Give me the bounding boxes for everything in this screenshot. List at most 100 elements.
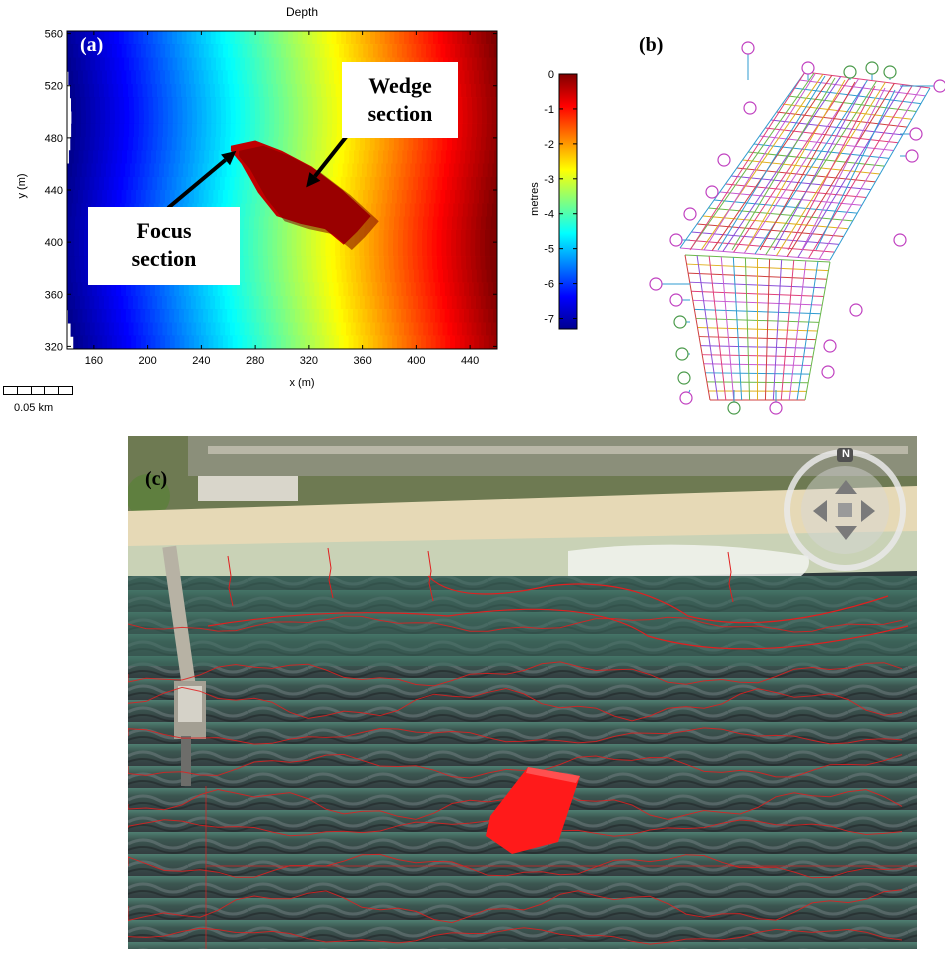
mesh-line: [796, 261, 819, 401]
x-tick-label: 240: [192, 355, 210, 367]
wedge-arrow: [313, 130, 352, 178]
mooring-node: [933, 79, 945, 93]
wedge-callout-line2: section: [367, 101, 433, 126]
mooring-node: [675, 347, 689, 361]
mesh-line: [818, 86, 922, 260]
mesh-line: [708, 256, 727, 401]
mooring-node: [883, 65, 897, 79]
survey-line: [205, 786, 917, 949]
depth-contour: [128, 753, 903, 779]
mesh-line: [765, 80, 877, 256]
pan-down-icon[interactable]: [835, 526, 857, 540]
mooring-node: [717, 153, 731, 167]
x-tick-label: 360: [353, 355, 371, 367]
panel-c-label: (c): [145, 468, 168, 490]
mesh-line: [787, 85, 876, 251]
panel-c: (c) N: [128, 436, 917, 949]
mesh-line: [786, 83, 895, 257]
y-tick-label: 440: [45, 185, 63, 197]
colorbar-tick-label: -2: [544, 139, 554, 151]
pan-up-icon[interactable]: [835, 480, 857, 494]
mesh-line: [703, 73, 816, 251]
focus-callout-line2: section: [131, 246, 197, 271]
mesh-line: [720, 256, 735, 401]
mesh-line: [788, 260, 807, 401]
mesh-line: [801, 87, 886, 251]
mooring-node: [769, 401, 783, 415]
colorbar-tick-label: -6: [544, 279, 554, 291]
colorbar-tick-label: -5: [544, 244, 554, 256]
mooring-node: [865, 61, 879, 75]
mesh-line: [780, 260, 795, 401]
wedge-callout-line1: Wedge: [368, 73, 432, 98]
mooring-node: [823, 339, 837, 353]
y-tick-label: 520: [45, 81, 63, 93]
mesh-line: [696, 255, 719, 401]
x-axis-label: x (m): [289, 377, 315, 389]
colorbar-tick-label: -4: [544, 209, 554, 221]
mooring-node: [893, 233, 907, 247]
focus-callout: Focus section: [88, 207, 240, 285]
colorbar: [558, 73, 578, 330]
mesh-line: [743, 78, 859, 254]
mooring-node: [905, 149, 919, 163]
mooring-node: [705, 185, 719, 199]
mesh-line: [797, 84, 904, 258]
mesh-line: [744, 257, 751, 401]
focus-callout-line1: Focus: [136, 218, 192, 243]
mesh-wireframe: [649, 41, 945, 415]
mooring-node: [843, 65, 857, 79]
wedge-callout: Wedge section: [342, 62, 458, 138]
mesh-line: [684, 254, 711, 401]
panel-b-label: (b): [639, 34, 664, 56]
colorbar-tick-label: 0: [548, 69, 554, 81]
mooring-node: [649, 277, 663, 291]
mesh-line: [690, 72, 815, 250]
mesh-line: [759, 81, 856, 251]
depth-heatmap: 160 200 240 280 320 360 400 440 320 360 400 440 480 5…: [45, 29, 578, 367]
mooring-node: [673, 315, 687, 329]
depth-contour: [128, 686, 903, 722]
mooring-node: [743, 101, 757, 115]
colorbar-tick-label: -1: [544, 104, 554, 116]
depth-contour: [128, 661, 903, 687]
aerial-photo: [128, 436, 917, 949]
x-tick-label: 320: [300, 355, 318, 367]
mesh-line: [773, 83, 866, 251]
y-tick-label: 560: [45, 29, 63, 41]
mesh-line: [745, 79, 846, 251]
mesh-line: [829, 87, 931, 261]
mooring-node: [683, 207, 697, 221]
mesh-line: [679, 71, 806, 249]
navigation-compass[interactable]: N: [783, 446, 911, 574]
mooring-node: [669, 293, 683, 307]
y-tick-label: 480: [45, 133, 63, 145]
x-tick-label: 400: [407, 355, 425, 367]
depth-contour: [727, 551, 734, 603]
pan-left-icon[interactable]: [813, 500, 827, 522]
mooring-node: [669, 233, 683, 247]
panel-a-label: (a): [80, 34, 104, 56]
mooring-node: [849, 303, 863, 317]
scalebar: [3, 386, 73, 395]
colorbar-label: metres: [529, 182, 541, 216]
pan-center-icon[interactable]: [838, 503, 852, 517]
mesh-line: [732, 257, 743, 401]
pan-right-icon[interactable]: [861, 500, 875, 522]
mesh-line: [731, 77, 836, 251]
chart-title: Depth: [285, 5, 319, 19]
y-tick-label: 320: [45, 341, 63, 353]
wedge-arrow-head: [306, 172, 321, 188]
compass-north-label: N: [842, 448, 850, 460]
mesh-line: [804, 261, 831, 401]
mooring-node: [727, 401, 741, 415]
scalebar-label: 0.05 km: [14, 402, 54, 414]
y-axis-label: y (m): [16, 173, 28, 199]
focus-arrow: [166, 158, 227, 210]
mooring-node: [741, 41, 755, 55]
depth-contour: [427, 550, 434, 602]
x-tick-label: 160: [85, 355, 103, 367]
depth-contour: [128, 727, 903, 745]
depth-contour: [427, 575, 889, 624]
x-tick-label: 200: [138, 355, 156, 367]
